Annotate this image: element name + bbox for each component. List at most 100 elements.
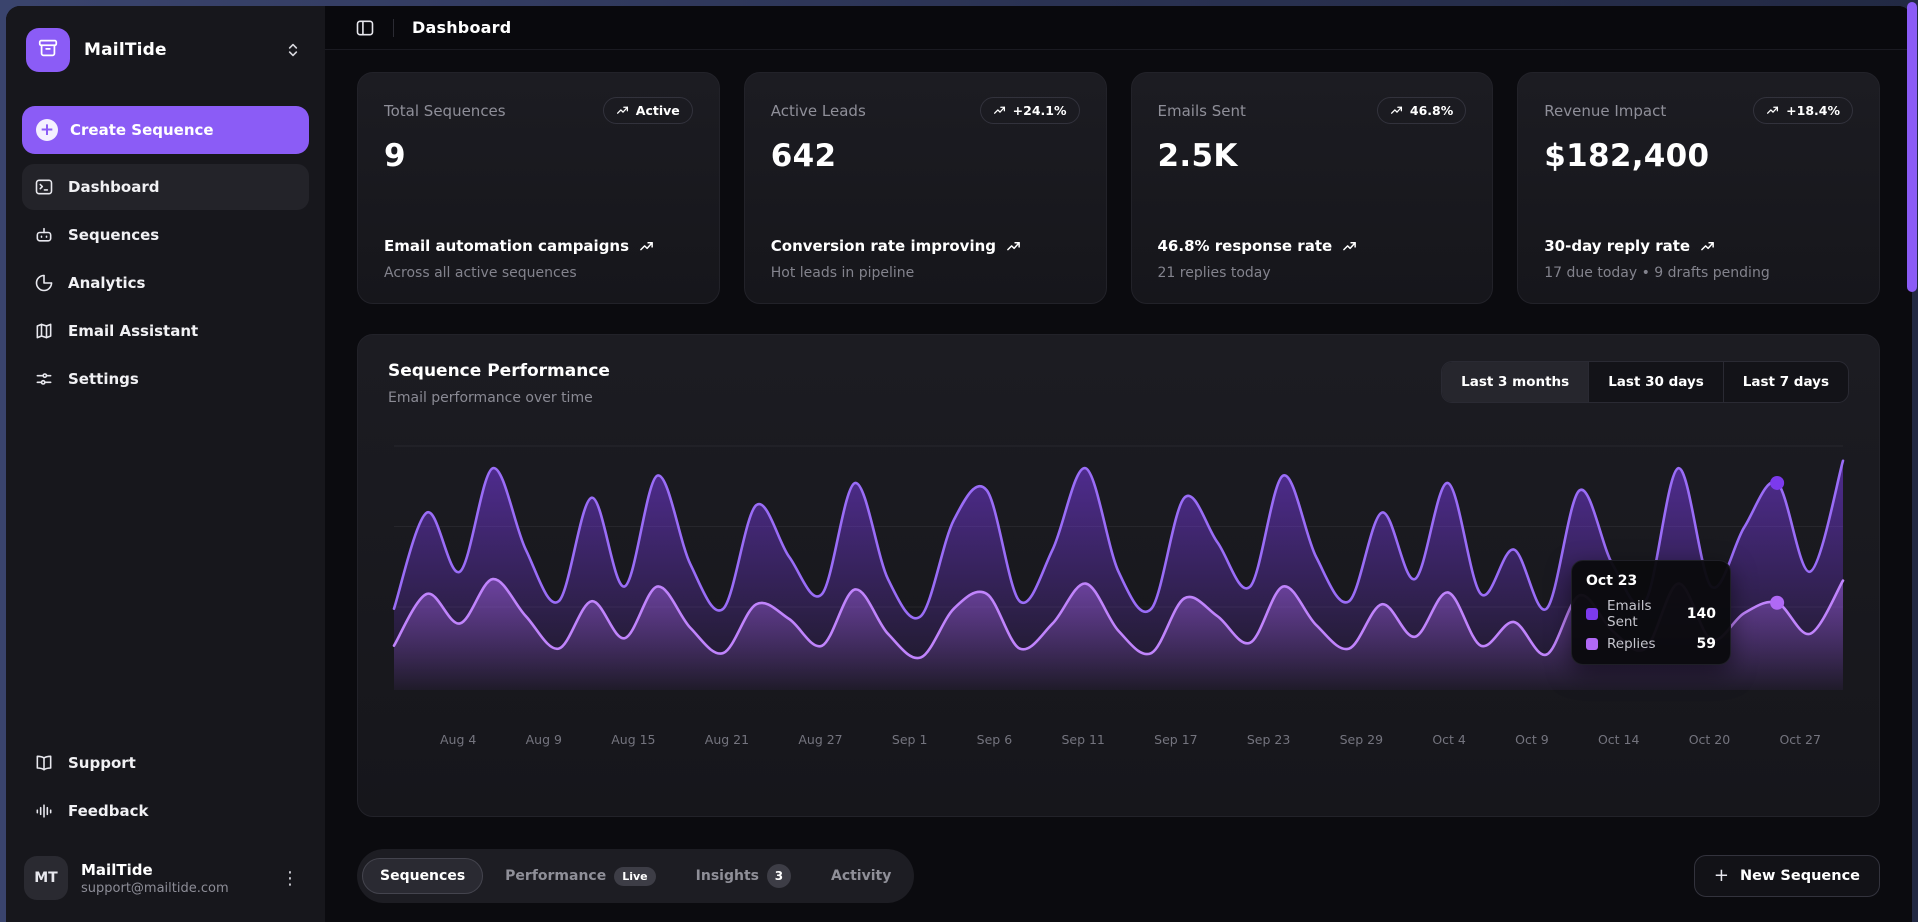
scrollbar-track[interactable]	[1906, 0, 1918, 922]
stat-highlight: 30-day reply rate	[1544, 237, 1853, 255]
series-swatch-emails	[1586, 608, 1598, 620]
user-email: support@mailtide.com	[81, 880, 229, 896]
sidebar-item-dashboard[interactable]: Dashboard	[22, 164, 309, 210]
tooltip-row-emails: Emails Sent 140	[1586, 598, 1716, 630]
stat-subtext: 21 replies today	[1157, 265, 1271, 281]
sidebar-item-analytics[interactable]: Analytics	[22, 260, 309, 306]
x-axis-label: Oct 9	[1515, 732, 1549, 747]
stat-card-total-sequences[interactable]: Total Sequences Active 9 Email automatio…	[357, 72, 720, 304]
chart-area[interactable]: Aug 4 Aug 9 Aug 15 Aug 21 Aug 27 Sep 1 Sep 6 Se…	[388, 432, 1849, 798]
chart-tooltip: Oct 23 Emails Sent 140 Replies 59	[1571, 560, 1731, 665]
sidebar-item-email-assistant[interactable]: Email Assistant	[22, 308, 309, 354]
sequence-performance-card: Sequence Performance Email performance o…	[357, 334, 1880, 817]
sidebar-nav: Dashboard Sequences Analytics	[22, 164, 309, 402]
main-area: Dashboard Total Sequences Active 9 Email…	[325, 6, 1912, 922]
tab-performance[interactable]: Performance Live	[487, 857, 674, 896]
count-badge: 3	[766, 864, 791, 888]
tab-sequences[interactable]: Sequences	[362, 858, 484, 894]
status-badge: 46.8%	[1376, 97, 1467, 124]
sidebar-toggle-icon[interactable]	[355, 18, 375, 38]
x-axis-label: Aug 15	[611, 732, 656, 747]
map-icon	[34, 321, 54, 341]
x-axis-label: Oct 4	[1432, 732, 1466, 747]
sliders-icon	[34, 369, 54, 389]
stat-highlight: Email automation campaigns	[384, 237, 693, 255]
status-badge: +24.1%	[979, 97, 1080, 124]
sidebar: MailTide + Create Sequence Dashboard	[6, 6, 325, 922]
tab-insights[interactable]: Insights 3	[678, 854, 809, 898]
trending-up-icon	[993, 104, 1006, 117]
sidebar-item-label: Analytics	[68, 274, 146, 292]
stat-highlight: Conversion rate improving	[771, 237, 1080, 255]
archive-icon	[37, 37, 59, 63]
bot-icon	[34, 225, 54, 245]
sidebar-item-sequences[interactable]: Sequences	[22, 212, 309, 258]
time-range-selector: Last 3 months Last 30 days Last 7 days	[1441, 361, 1849, 403]
stat-card-active-leads[interactable]: Active Leads +24.1% 642 Conversion rate …	[743, 72, 1107, 304]
user-meta: MailTide support@mailtide.com	[81, 861, 260, 896]
x-axis-label: Sep 29	[1339, 732, 1384, 747]
stat-subtext: Across all active sequences	[384, 265, 577, 281]
sidebar-item-settings[interactable]: Settings	[22, 356, 309, 402]
dashboard-icon	[34, 177, 54, 197]
range-last-7-days[interactable]: Last 7 days	[1742, 374, 1829, 390]
x-axis-label: Sep 23	[1246, 732, 1291, 747]
sidebar-footer-nav: Support Feedback	[22, 740, 309, 834]
section-tabs: Sequences Performance Live Insights 3 Ac…	[357, 849, 915, 903]
tab-activity[interactable]: Activity	[830, 868, 892, 884]
create-sequence-button[interactable]: + Create Sequence	[22, 106, 309, 154]
pie-chart-icon	[34, 273, 54, 293]
trending-up-icon	[1342, 239, 1357, 254]
create-sequence-label: Create Sequence	[70, 121, 214, 139]
sidebar-item-label: Sequences	[68, 226, 160, 244]
user-account-row[interactable]: MT MailTide support@mailtide.com ⋮	[22, 852, 309, 904]
kebab-menu-icon[interactable]: ⋮	[281, 867, 299, 889]
tooltip-date: Oct 23	[1586, 573, 1638, 589]
x-axis: Aug 4 Aug 9 Aug 15 Aug 21 Aug 27 Sep 1 Sep 6 Se…	[388, 722, 1849, 747]
trending-up-icon	[1766, 104, 1779, 117]
x-axis-label: Aug 4	[440, 732, 477, 747]
trending-up-icon	[616, 104, 629, 117]
x-axis-label: Aug 27	[798, 732, 843, 747]
sidebar-item-label: Dashboard	[68, 178, 160, 196]
plus-icon: +	[1713, 865, 1730, 886]
user-name: MailTide	[81, 860, 153, 879]
x-axis-label: Oct 27	[1779, 732, 1821, 747]
range-last-30-days[interactable]: Last 30 days	[1589, 362, 1724, 402]
x-axis-label: Sep 11	[1061, 732, 1105, 747]
range-last-3-months[interactable]: Last 3 months	[1442, 362, 1590, 402]
plus-circle-icon: +	[36, 119, 58, 141]
chart-title: Sequence Performance	[388, 361, 610, 381]
topbar: Dashboard	[325, 6, 1912, 50]
workspace-switcher[interactable]: MailTide	[22, 22, 309, 78]
tooltip-row-replies: Replies 59	[1586, 636, 1716, 652]
app-logo	[26, 28, 70, 72]
scrollbar-thumb[interactable]	[1907, 2, 1917, 292]
sidebar-item-label: Feedback	[68, 802, 149, 820]
series-swatch-replies	[1586, 638, 1598, 650]
trending-up-icon	[639, 239, 654, 254]
status-badge: Active	[602, 97, 693, 124]
new-sequence-button[interactable]: + New Sequence	[1693, 855, 1880, 897]
trending-up-icon	[1390, 104, 1403, 117]
x-axis-label: Aug 9	[525, 732, 562, 747]
stat-label: Revenue Impact	[1544, 101, 1667, 120]
trending-up-icon	[1006, 239, 1021, 254]
stat-card-emails-sent[interactable]: Emails Sent 46.8% 2.5K 46.8% response ra…	[1130, 72, 1494, 304]
sidebar-item-feedback[interactable]: Feedback	[22, 788, 309, 834]
sidebar-item-label: Email Assistant	[68, 322, 199, 340]
status-badge: +18.4%	[1753, 97, 1853, 124]
x-axis-label: Oct 14	[1597, 732, 1640, 747]
chevrons-up-down-icon[interactable]	[283, 40, 303, 60]
stats-row: Total Sequences Active 9 Email automatio…	[357, 72, 1880, 304]
stat-label: Emails Sent	[1157, 101, 1246, 120]
stat-card-revenue-impact[interactable]: Revenue Impact +18.4% $182,400 30-day re…	[1517, 72, 1880, 304]
sidebar-item-support[interactable]: Support	[22, 740, 309, 786]
x-axis-label: Aug 21	[704, 732, 750, 747]
sidebar-item-label: Settings	[68, 370, 139, 388]
avatar: MT	[24, 856, 68, 900]
stat-label: Active Leads	[770, 101, 866, 120]
stat-label: Total Sequences	[384, 101, 506, 120]
bottom-bar: Sequences Performance Live Insights 3 Ac…	[357, 849, 1880, 903]
sidebar-item-label: Support	[68, 754, 136, 772]
